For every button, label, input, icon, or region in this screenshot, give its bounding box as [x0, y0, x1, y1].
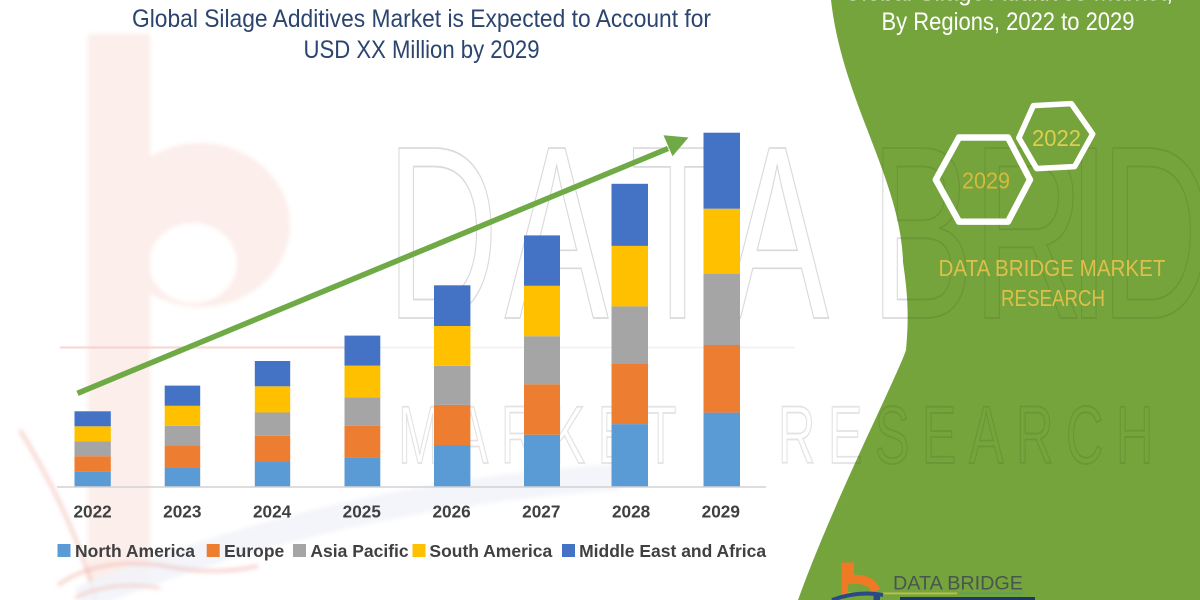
- svg-text:2025: 2025: [343, 502, 382, 522]
- svg-text:2029: 2029: [962, 168, 1010, 194]
- svg-text:DATA BRIDGE: DATA BRIDGE: [893, 574, 1023, 595]
- svg-text:Global Silage Additives Market: Global Silage Additives Market,: [843, 0, 1173, 7]
- svg-text:Global Silage Additives Market: Global Silage Additives Market is Expect…: [132, 5, 711, 33]
- svg-text:A: A: [725, 94, 829, 370]
- svg-text:2022: 2022: [73, 502, 111, 522]
- svg-text:By Regions, 2022 to 2029: By Regions, 2022 to 2029: [882, 8, 1135, 36]
- svg-text:D: D: [1100, 94, 1200, 370]
- svg-text:DATA BRIDGE MARKET: DATA BRIDGE MARKET: [939, 255, 1166, 281]
- svg-text:RESEARCH: RESEARCH: [1001, 285, 1105, 311]
- svg-text:Asia Pacific: Asia Pacific: [310, 541, 409, 561]
- svg-text:2029: 2029: [702, 502, 740, 522]
- svg-text:2026: 2026: [432, 502, 470, 522]
- svg-text:North America: North America: [75, 541, 195, 561]
- svg-text:2028: 2028: [612, 502, 651, 522]
- svg-text:2024: 2024: [253, 502, 292, 522]
- svg-text:Middle East and Africa: Middle East and Africa: [579, 541, 766, 561]
- svg-text:2027: 2027: [522, 502, 560, 522]
- svg-text:2022: 2022: [1032, 125, 1081, 151]
- svg-text:2023: 2023: [163, 502, 201, 522]
- svg-text:Europe: Europe: [224, 541, 285, 561]
- svg-text:USD XX Million by 2029: USD XX Million by 2029: [304, 36, 540, 64]
- svg-text:South America: South America: [429, 541, 552, 561]
